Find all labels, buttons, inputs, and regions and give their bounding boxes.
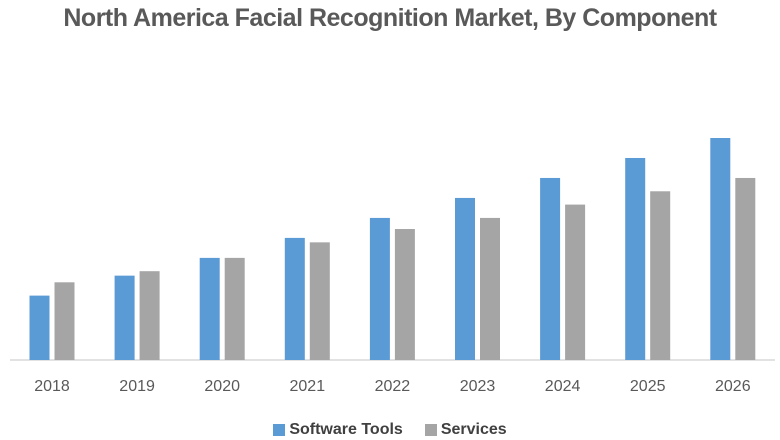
bar-services-2021 xyxy=(309,242,330,360)
legend-item-services: Services xyxy=(424,421,507,439)
bar-software-tools-2023 xyxy=(455,197,475,360)
x-tick-label: 2026 xyxy=(715,378,751,395)
chart-title: North America Facial Recognition Market,… xyxy=(63,4,717,32)
legend-label: Services xyxy=(440,421,507,438)
legend-label: Software Tools xyxy=(289,421,403,438)
bar-services-2019 xyxy=(139,271,160,360)
bar-software-tools-2026 xyxy=(710,138,731,360)
x-tick-label: 2021 xyxy=(290,378,326,395)
bar-services-2023 xyxy=(480,217,500,360)
x-tick-label: 2018 xyxy=(34,378,70,395)
bar-software-tools-2024 xyxy=(540,177,561,360)
bar-services-2020 xyxy=(224,257,245,360)
bar-services-2025 xyxy=(650,191,671,360)
x-tick-label: 2020 xyxy=(204,378,240,395)
x-tick-label: 2025 xyxy=(630,378,666,395)
x-tick-label: 2023 xyxy=(460,378,496,395)
x-tick-label: 2024 xyxy=(545,378,581,395)
bar-software-tools-2021 xyxy=(284,237,305,360)
bar-software-tools-2022 xyxy=(369,217,390,360)
bar-software-tools-2019 xyxy=(114,275,135,360)
x-tick-label: 2019 xyxy=(119,378,155,395)
bar-services-2018 xyxy=(54,282,75,360)
bar-software-tools-2018 xyxy=(29,295,50,360)
bar-software-tools-2025 xyxy=(625,157,646,360)
legend-swatch-services xyxy=(424,424,437,436)
x-tick-label: 2022 xyxy=(375,378,411,395)
legend-swatch-software-tools xyxy=(273,424,286,436)
bar-software-tools-2020 xyxy=(199,257,220,360)
legend: Software Tools Services xyxy=(0,421,780,439)
bar-services-2026 xyxy=(735,177,756,360)
bar-services-2022 xyxy=(394,229,415,360)
legend-item-software-tools: Software Tools xyxy=(273,421,403,439)
bar-services-2024 xyxy=(565,204,586,360)
